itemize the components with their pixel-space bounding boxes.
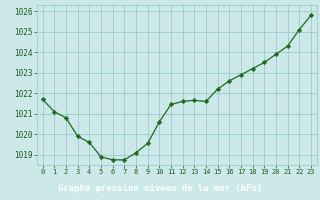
Text: Graphe pression niveau de la mer (hPa): Graphe pression niveau de la mer (hPa) bbox=[58, 184, 262, 193]
